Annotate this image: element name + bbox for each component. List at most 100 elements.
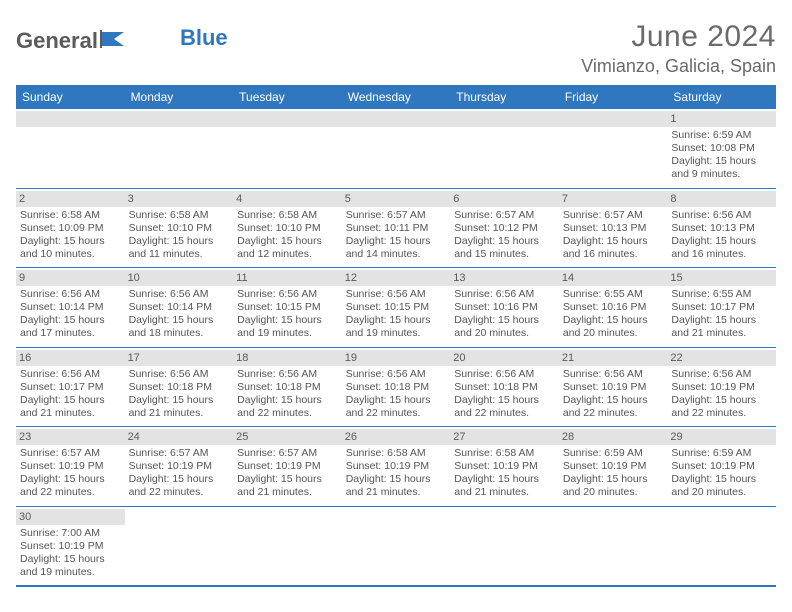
daylight-line2: and 10 minutes.	[20, 248, 121, 261]
month-title: June 2024	[581, 20, 776, 54]
sunset-line: Sunset: 10:19 PM	[20, 460, 121, 473]
daylight-line1: Daylight: 15 hours	[237, 235, 338, 248]
day-cell: 2Sunrise: 6:58 AMSunset: 10:09 PMDayligh…	[16, 189, 125, 268]
daylight-line1: Daylight: 15 hours	[563, 235, 664, 248]
day-number: 27	[450, 429, 559, 445]
day-cell: 14Sunrise: 6:55 AMSunset: 10:16 PMDaylig…	[559, 268, 668, 347]
daylight-line1: Daylight: 15 hours	[237, 473, 338, 486]
daylight-line1: Daylight: 15 hours	[20, 553, 121, 566]
day-number: 21	[559, 350, 668, 366]
day-cell: 7Sunrise: 6:57 AMSunset: 10:13 PMDayligh…	[559, 189, 668, 268]
day-cell: 24Sunrise: 6:57 AMSunset: 10:19 PMDaylig…	[125, 427, 234, 506]
day-cell: 12Sunrise: 6:56 AMSunset: 10:15 PMDaylig…	[342, 268, 451, 347]
day-number: 30	[16, 509, 125, 525]
sunset-line: Sunset: 10:17 PM	[671, 301, 772, 314]
day-number: 4	[233, 191, 342, 207]
day-cell: 28Sunrise: 6:59 AMSunset: 10:19 PMDaylig…	[559, 427, 668, 506]
daylight-line2: and 21 minutes.	[129, 407, 230, 420]
day-number: 6	[450, 191, 559, 207]
daylight-line2: and 22 minutes.	[563, 407, 664, 420]
day-cell: 19Sunrise: 6:56 AMSunset: 10:18 PMDaylig…	[342, 348, 451, 427]
sunset-line: Sunset: 10:15 PM	[346, 301, 447, 314]
sunrise-line: Sunrise: 6:56 AM	[346, 288, 447, 301]
daylight-line1: Daylight: 15 hours	[563, 473, 664, 486]
daylight-line2: and 22 minutes.	[237, 407, 338, 420]
daylight-line1: Daylight: 15 hours	[20, 473, 121, 486]
daylight-line1: Daylight: 15 hours	[237, 314, 338, 327]
day-cell: 10Sunrise: 6:56 AMSunset: 10:14 PMDaylig…	[125, 268, 234, 347]
daylight-line1: Daylight: 15 hours	[346, 394, 447, 407]
day-number: 18	[233, 350, 342, 366]
sunrise-line: Sunrise: 6:59 AM	[671, 447, 772, 460]
daylight-line2: and 17 minutes.	[20, 327, 121, 340]
day-cell: 13Sunrise: 6:56 AMSunset: 10:16 PMDaylig…	[450, 268, 559, 347]
day-cell: 6Sunrise: 6:57 AMSunset: 10:12 PMDayligh…	[450, 189, 559, 268]
day-number: 10	[125, 270, 234, 286]
daylight-line2: and 18 minutes.	[129, 327, 230, 340]
weeks-container: ......1Sunrise: 6:59 AMSunset: 10:08 PMD…	[16, 109, 776, 585]
sunrise-line: Sunrise: 6:56 AM	[454, 288, 555, 301]
location-subtitle: Vimianzo, Galicia, Spain	[581, 56, 776, 77]
day-number: 15	[667, 270, 776, 286]
day-cell: 25Sunrise: 6:57 AMSunset: 10:19 PMDaylig…	[233, 427, 342, 506]
day-cell: 11Sunrise: 6:56 AMSunset: 10:15 PMDaylig…	[233, 268, 342, 347]
day-cell: 29Sunrise: 6:59 AMSunset: 10:19 PMDaylig…	[667, 427, 776, 506]
day-header-row: Sunday Monday Tuesday Wednesday Thursday…	[16, 85, 776, 109]
sunrise-line: Sunrise: 6:56 AM	[563, 368, 664, 381]
sunset-line: Sunset: 10:18 PM	[129, 381, 230, 394]
sunrise-line: Sunrise: 6:58 AM	[129, 209, 230, 222]
sunset-line: Sunset: 10:13 PM	[563, 222, 664, 235]
daylight-line2: and 22 minutes.	[20, 486, 121, 499]
day-cell: 17Sunrise: 6:56 AMSunset: 10:18 PMDaylig…	[125, 348, 234, 427]
sunrise-line: Sunrise: 6:55 AM	[563, 288, 664, 301]
title-block: June 2024 Vimianzo, Galicia, Spain	[581, 20, 776, 77]
daylight-line2: and 19 minutes.	[237, 327, 338, 340]
empty-cell	[667, 507, 776, 586]
daylight-line1: Daylight: 15 hours	[20, 394, 121, 407]
sunrise-line: Sunrise: 6:56 AM	[129, 288, 230, 301]
daylight-line2: and 9 minutes.	[671, 168, 772, 181]
empty-cell: .	[233, 109, 342, 188]
empty-cell	[450, 507, 559, 586]
empty-cell	[125, 507, 234, 586]
sunrise-line: Sunrise: 6:57 AM	[563, 209, 664, 222]
sunset-line: Sunset: 10:19 PM	[454, 460, 555, 473]
daylight-line1: Daylight: 15 hours	[454, 394, 555, 407]
sunset-line: Sunset: 10:09 PM	[20, 222, 121, 235]
empty-cell	[559, 507, 668, 586]
day-number: 5	[342, 191, 451, 207]
empty-cell: .	[342, 109, 451, 188]
day-number: 22	[667, 350, 776, 366]
sunrise-line: Sunrise: 6:56 AM	[129, 368, 230, 381]
day-cell: 8Sunrise: 6:56 AMSunset: 10:13 PMDayligh…	[667, 189, 776, 268]
day-cell: 27Sunrise: 6:58 AMSunset: 10:19 PMDaylig…	[450, 427, 559, 506]
sunset-line: Sunset: 10:19 PM	[346, 460, 447, 473]
daylight-line1: Daylight: 15 hours	[129, 314, 230, 327]
day-number: 24	[125, 429, 234, 445]
sunset-line: Sunset: 10:13 PM	[671, 222, 772, 235]
sunrise-line: Sunrise: 6:56 AM	[20, 368, 121, 381]
day-header: Sunday	[16, 85, 125, 109]
day-number: 2	[16, 191, 125, 207]
daylight-line1: Daylight: 15 hours	[563, 394, 664, 407]
daylight-line2: and 16 minutes.	[671, 248, 772, 261]
daylight-line2: and 22 minutes.	[129, 486, 230, 499]
sunrise-line: Sunrise: 6:58 AM	[237, 209, 338, 222]
header: General Blue June 2024 Vimianzo, Galicia…	[16, 20, 776, 77]
day-cell: 30Sunrise: 7:00 AMSunset: 10:19 PMDaylig…	[16, 507, 125, 586]
day-number: 25	[233, 429, 342, 445]
logo-text-blue: Blue	[180, 25, 228, 51]
week-row: ......1Sunrise: 6:59 AMSunset: 10:08 PMD…	[16, 109, 776, 189]
sunset-line: Sunset: 10:14 PM	[20, 301, 121, 314]
sunset-line: Sunset: 10:12 PM	[454, 222, 555, 235]
daylight-line2: and 16 minutes.	[563, 248, 664, 261]
day-cell: 4Sunrise: 6:58 AMSunset: 10:10 PMDayligh…	[233, 189, 342, 268]
sunrise-line: Sunrise: 6:57 AM	[129, 447, 230, 460]
sunrise-line: Sunrise: 7:00 AM	[20, 527, 121, 540]
daylight-line2: and 21 minutes.	[237, 486, 338, 499]
day-number: 12	[342, 270, 451, 286]
logo-text-general: General	[16, 28, 98, 54]
daylight-line2: and 19 minutes.	[346, 327, 447, 340]
day-number: 11	[233, 270, 342, 286]
sunset-line: Sunset: 10:18 PM	[237, 381, 338, 394]
